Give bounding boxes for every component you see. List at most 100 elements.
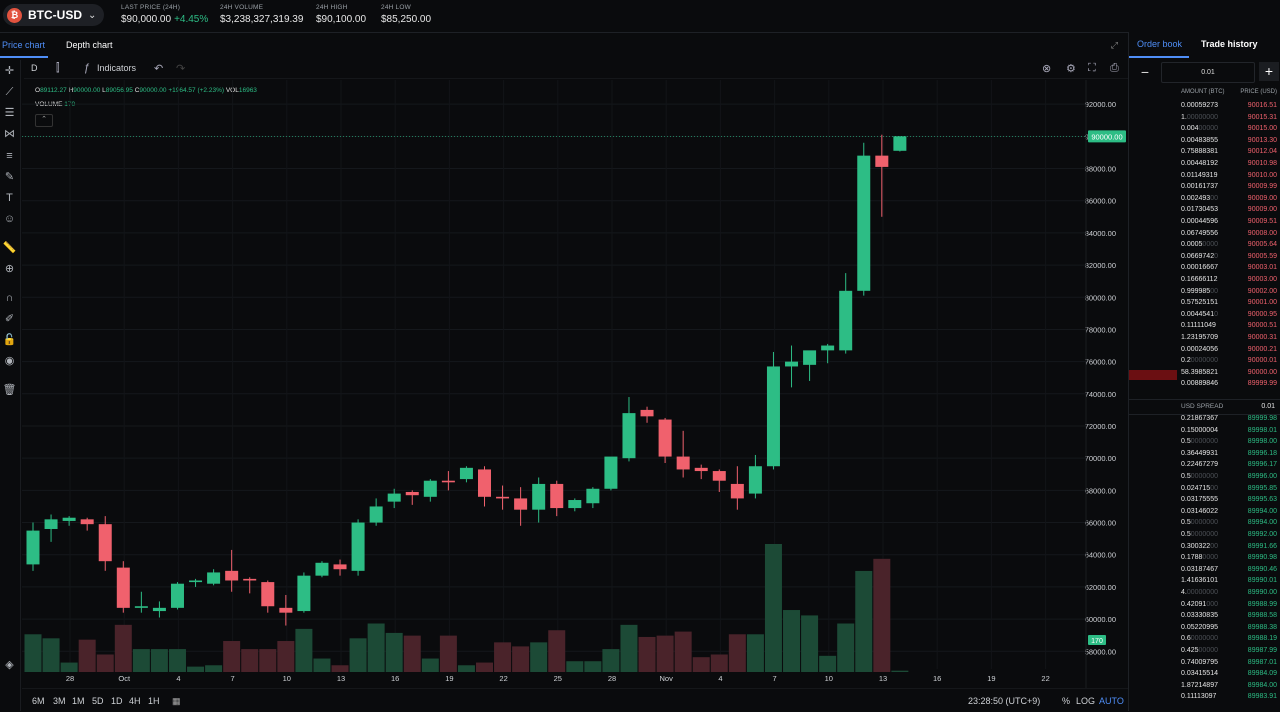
bid-row[interactable]: 0.17880000 89990.98 [1129, 554, 1280, 566]
ask-row[interactable]: 0.75888381 90012.04 [1129, 148, 1280, 160]
ask-row[interactable]: 0.00044596 90009.51 [1129, 218, 1280, 230]
ask-row[interactable]: 0.16666112 90003.00 [1129, 276, 1280, 288]
ask-row[interactable]: 0.00249300 90009.00 [1129, 195, 1280, 207]
decrease-aggregation-button[interactable]: − [1140, 64, 1150, 80]
tab-trade-history[interactable]: Trade history [1201, 39, 1258, 49]
lock-icon[interactable]: 🔓 [2, 334, 17, 346]
bid-row[interactable]: 0.15000004 89998.01 [1129, 427, 1280, 439]
ask-row[interactable]: 0.00889846 89999.99 [1129, 380, 1280, 392]
ask-row[interactable]: 0.00050000 90005.64 [1129, 241, 1280, 253]
settings-icon[interactable]: ⚙ [1066, 63, 1076, 75]
bid-row[interactable]: 0.03175555 89995.63 [1129, 496, 1280, 508]
bid-row[interactable]: 0.22467279 89996.17 [1129, 461, 1280, 473]
horizontal-lines-icon[interactable]: ☰ [4, 107, 15, 119]
auto-toggle[interactable]: AUTO [1099, 696, 1124, 706]
clock-time[interactable]: 23:28:50 (UTC+9) [968, 696, 1041, 706]
candlestick-icon[interactable]: ⫿ [56, 62, 60, 74]
collapse-legend-button[interactable]: ⌃ [35, 114, 53, 127]
increase-aggregation-button[interactable]: + [1259, 62, 1279, 81]
bid-row[interactable]: 0.21867367 89999.98 [1129, 415, 1280, 427]
percent-toggle[interactable]: % [1062, 696, 1071, 706]
ask-row[interactable]: 0.06749556 90008.00 [1129, 230, 1280, 242]
ask-row[interactable]: 0.01149319 90010.00 [1129, 172, 1280, 184]
bid-row[interactable]: 0.36449931 89996.18 [1129, 450, 1280, 462]
ask-row[interactable]: 0.00024056 90000.21 [1129, 346, 1280, 358]
bid-row[interactable]: 0.11113097 89983.91 [1129, 693, 1280, 705]
ask-row[interactable]: 0.57525151 90001.00 [1129, 299, 1280, 311]
aggregation-value[interactable]: 0.01 [1161, 62, 1255, 83]
bid-row[interactable]: 0.50000000 89996.00 [1129, 473, 1280, 485]
timeframe-1m[interactable]: 1M [72, 696, 85, 706]
bid-row[interactable]: 0.05220995 89988.38 [1129, 624, 1280, 636]
pattern-icon[interactable]: ⋈ [4, 128, 15, 140]
ask-row[interactable]: 0.01730453 90009.00 [1129, 206, 1280, 218]
bid-row[interactable]: 0.60000000 89988.19 [1129, 635, 1280, 647]
brush-icon[interactable]: ✎ [4, 171, 15, 183]
ask-row[interactable]: 0.00445410 90000.95 [1129, 311, 1280, 323]
bid-row[interactable]: 0.50000000 89998.00 [1129, 438, 1280, 450]
ask-row[interactable]: 1.00000000 90015.31 [1129, 114, 1280, 126]
tab-order-book[interactable]: Order book [1137, 39, 1183, 49]
zoom-icon[interactable]: ⊗ [1042, 63, 1052, 75]
bid-row[interactable]: 0.02471500 89995.85 [1129, 485, 1280, 497]
bid-row[interactable]: 4.00000000 89990.00 [1129, 589, 1280, 601]
text-icon[interactable]: T [6, 192, 13, 204]
ruler-icon[interactable]: 📏 [2, 242, 17, 254]
pair-selector[interactable]: ₿ BTC-USD ⌄ [3, 4, 105, 26]
ask-row[interactable]: 0.00400000 90015.00 [1129, 125, 1280, 137]
magnet-icon[interactable]: ∩ [5, 292, 14, 304]
tab-depth-chart[interactable]: Depth chart [66, 40, 113, 50]
bid-row[interactable]: 1.41636101 89990.01 [1129, 577, 1280, 589]
camera-icon[interactable]: ⎙ [1110, 62, 1119, 74]
volume-bar [385, 632, 403, 672]
lock-drawing-icon[interactable]: ✐ [4, 313, 15, 325]
zoom-in-icon[interactable]: ⊕ [4, 263, 15, 275]
timeframe-1h[interactable]: 1H [148, 696, 160, 706]
ask-row[interactable]: 58.3985821 90000.00 [1129, 369, 1280, 381]
emoji-icon[interactable]: ☺ [3, 213, 16, 225]
ask-row[interactable]: 0.06697420 90005.59 [1129, 253, 1280, 265]
ask-row[interactable]: 0.00059273 90016.51 [1129, 102, 1280, 114]
ask-row[interactable]: 0.00448192 90010.98 [1129, 160, 1280, 172]
timeframe-1d[interactable]: 1D [111, 696, 123, 706]
bid-row[interactable]: 0.03146022 89994.00 [1129, 508, 1280, 520]
ask-row[interactable]: 0.00483855 90013.30 [1129, 137, 1280, 149]
timeframe-3m[interactable]: 3M [53, 696, 66, 706]
eye-icon[interactable]: ◉ [4, 355, 15, 367]
crosshair-icon[interactable]: ✛ [4, 65, 15, 77]
tab-price-chart[interactable]: Price chart [2, 40, 46, 50]
log-toggle[interactable]: LOG [1076, 696, 1096, 706]
layers-icon[interactable]: ◈ [5, 659, 14, 671]
fullscreen-icon[interactable]: ⛶ [1088, 62, 1096, 74]
ask-row[interactable]: 0.99998500 90002.00 [1129, 288, 1280, 300]
fib-icon[interactable]: ≡ [6, 150, 13, 162]
bid-row[interactable]: 0.42091000 89988.99 [1129, 601, 1280, 613]
timeframe-6m[interactable]: 6M [32, 696, 45, 706]
redo-icon[interactable]: ↷ [176, 63, 186, 75]
trash-icon[interactable]: 🗑 [2, 384, 17, 396]
undo-icon[interactable]: ↶ [154, 63, 164, 75]
indicators-button[interactable]: Indicators [97, 63, 137, 73]
bid-row[interactable]: 0.03330835 89988.58 [1129, 612, 1280, 624]
timeframe-5d[interactable]: 5D [92, 696, 104, 706]
calendar-icon[interactable]: ▦ [172, 696, 181, 706]
ask-row[interactable]: 0.11111049 90000.51 [1129, 322, 1280, 334]
trend-line-icon[interactable]: ⟋ [5, 86, 14, 98]
ask-row[interactable]: 1.23195709 90000.31 [1129, 334, 1280, 346]
expand-icon[interactable]: ⤢ [1110, 40, 1118, 50]
bid-row[interactable]: 0.03187467 89990.46 [1129, 566, 1280, 578]
bid-row[interactable]: 0.30032200 89991.66 [1129, 543, 1280, 555]
bid-row[interactable]: 0.74009795 89987.01 [1129, 659, 1280, 671]
ask-row[interactable]: 0.00161737 90009.99 [1129, 183, 1280, 195]
bid-row[interactable]: 0.42500000 89987.99 [1129, 647, 1280, 659]
price-chart[interactable]: 58000.00 60000.00 62000.00 64000.00 66000.00… [22, 80, 1128, 688]
bid-row[interactable]: 0.50000000 89994.00 [1129, 519, 1280, 531]
bid-row[interactable]: 0.50000000 89992.00 [1129, 531, 1280, 543]
ask-row[interactable]: 0.00016667 90003.01 [1129, 264, 1280, 276]
interval-button[interactable]: D [31, 63, 38, 73]
bid-row[interactable]: 0.03415514 89984.09 [1129, 670, 1280, 682]
price-value: 90009.00 [1247, 206, 1277, 214]
timeframe-4h[interactable]: 4H [129, 696, 141, 706]
ask-row[interactable]: 0.20000000 90000.01 [1129, 357, 1280, 369]
bid-row[interactable]: 1.87214897 89984.00 [1129, 682, 1280, 694]
